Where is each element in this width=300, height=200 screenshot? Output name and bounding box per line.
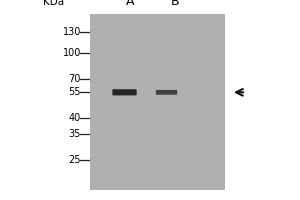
Text: 35: 35 <box>69 129 81 139</box>
Text: 130: 130 <box>63 27 81 37</box>
FancyBboxPatch shape <box>90 14 225 190</box>
Text: 100: 100 <box>63 48 81 58</box>
Text: 40: 40 <box>69 113 81 123</box>
FancyBboxPatch shape <box>156 90 177 95</box>
Text: 55: 55 <box>68 87 81 97</box>
Text: KDa: KDa <box>44 0 64 7</box>
Text: 70: 70 <box>69 74 81 84</box>
Text: A: A <box>126 0 135 8</box>
Text: 25: 25 <box>68 155 81 165</box>
FancyBboxPatch shape <box>112 89 137 95</box>
Text: B: B <box>171 0 180 8</box>
